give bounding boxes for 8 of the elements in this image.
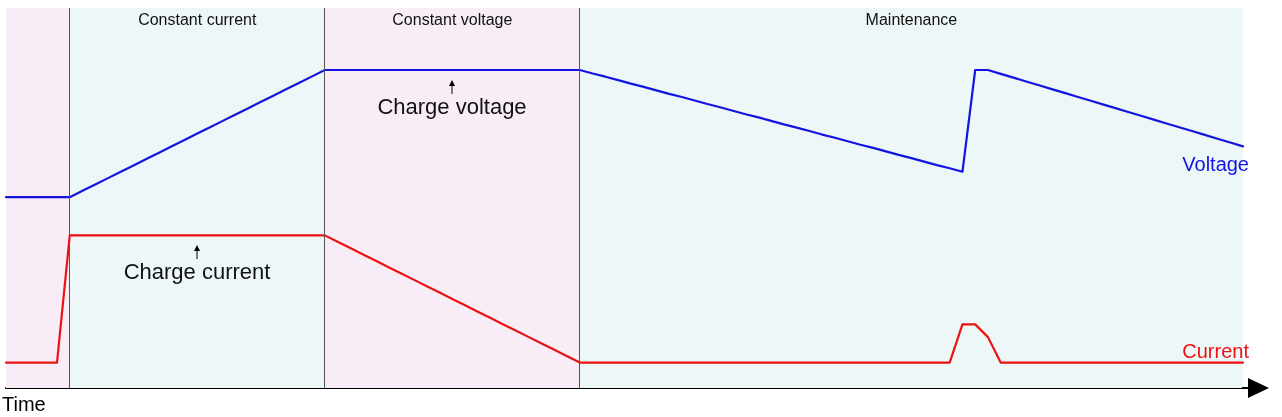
annotation: Charge voltage bbox=[377, 94, 527, 119]
text: Constant voltage bbox=[392, 11, 513, 28]
x-axis-title: Time bbox=[2, 392, 46, 416]
text: Constant current bbox=[138, 11, 257, 28]
annotation: Charge current bbox=[123, 259, 271, 284]
series-label: Voltage bbox=[1182, 153, 1249, 176]
series-label: Current bbox=[1182, 339, 1250, 362]
text: Maintenance bbox=[865, 11, 958, 28]
